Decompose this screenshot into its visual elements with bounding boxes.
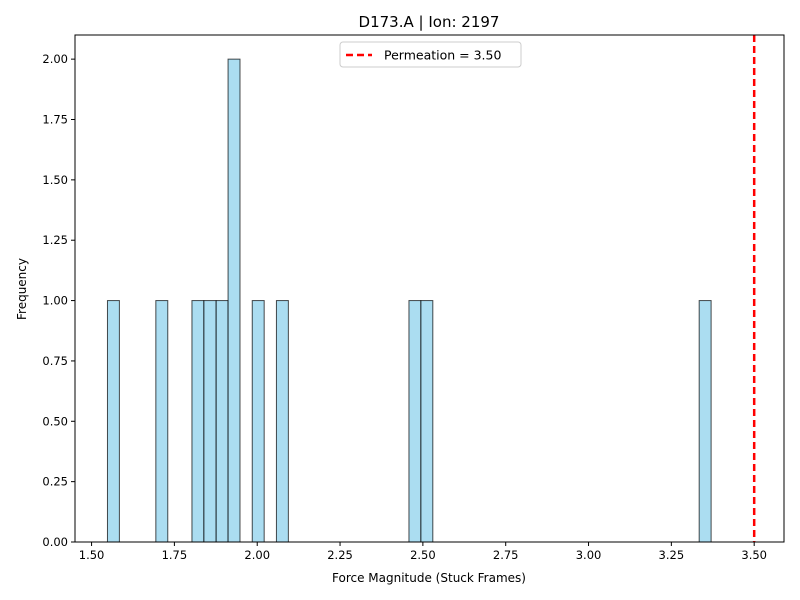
x-axis-ticks: 1.50 1.75 2.00 2.25 2.50 2.75 3.00 3.25 3.50 xyxy=(79,542,767,562)
y-tick-label: 1.25 xyxy=(42,233,68,247)
y-tick-label: 0.00 xyxy=(42,535,68,549)
x-tick-label: 2.50 xyxy=(410,548,436,562)
histogram-bar xyxy=(155,300,169,543)
histogram-bar xyxy=(215,300,229,543)
x-tick-label: 3.50 xyxy=(741,548,767,562)
histogram-bar xyxy=(275,300,289,543)
histogram-bar xyxy=(191,300,205,543)
x-axis-label: Force Magnitude (Stuck Frames) xyxy=(332,571,526,585)
legend-label: Permeation = 3.50 xyxy=(384,48,501,63)
y-axis-ticks: 0.00 0.25 0.50 0.75 1.00 1.25 1.50 1.75 2.00 xyxy=(42,52,75,549)
x-tick-label: 3.00 xyxy=(576,548,602,562)
chart-title: D173.A | Ion: 2197 xyxy=(359,13,500,31)
y-tick-label: 1.00 xyxy=(42,294,68,308)
x-tick-label: 2.25 xyxy=(327,548,353,562)
x-tick-label: 2.75 xyxy=(493,548,519,562)
y-tick-label: 2.00 xyxy=(42,52,68,66)
x-tick-label: 3.25 xyxy=(659,548,685,562)
y-tick-label: 1.75 xyxy=(42,113,68,127)
y-tick-label: 0.50 xyxy=(42,414,68,428)
histogram-bar xyxy=(227,58,241,543)
x-tick-label: 1.50 xyxy=(79,548,105,562)
plot-frame xyxy=(74,34,785,543)
y-axis-label: Frequency xyxy=(15,258,29,320)
histogram-bar xyxy=(106,300,120,543)
x-tick-label: 1.75 xyxy=(162,548,188,562)
y-tick-label: 0.25 xyxy=(42,475,68,489)
legend: Permeation = 3.50 xyxy=(339,41,522,68)
histogram-bar xyxy=(203,300,217,543)
histogram-bars xyxy=(106,58,712,543)
histogram-bar xyxy=(698,300,712,543)
y-tick-label: 0.75 xyxy=(42,354,68,368)
histogram-bar xyxy=(408,300,422,543)
y-tick-label: 1.50 xyxy=(42,173,68,187)
x-tick-label: 2.00 xyxy=(244,548,270,562)
legend-box xyxy=(339,41,522,68)
histogram-bar xyxy=(251,300,265,543)
histogram-bar xyxy=(420,300,434,543)
